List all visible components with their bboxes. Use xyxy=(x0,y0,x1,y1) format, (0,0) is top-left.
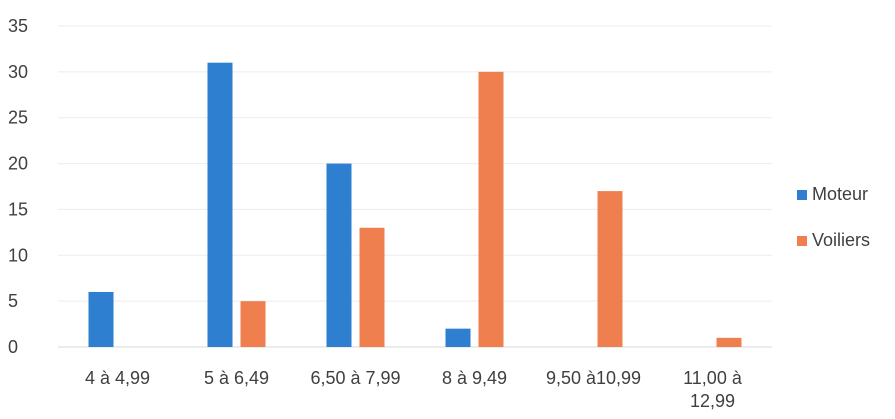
y-tick-label: 30 xyxy=(8,62,28,82)
bar-voiliers-5 xyxy=(716,337,742,347)
legend-label-voiliers: Voiliers xyxy=(812,230,870,250)
bars xyxy=(88,62,742,347)
y-tick-label: 15 xyxy=(8,199,28,219)
bar-voiliers-2 xyxy=(359,227,385,347)
x-tick-label: 4 à 4,99 xyxy=(85,368,150,388)
legend-swatch-moteur xyxy=(797,190,807,200)
bar-voiliers-1 xyxy=(240,301,266,347)
x-tick-label: 6,50 à 7,99 xyxy=(310,368,400,388)
x-tick-label: 9,50 à10,99 xyxy=(546,368,641,388)
legend-label-moteur: Moteur xyxy=(812,184,868,204)
y-tick-label: 10 xyxy=(8,245,28,265)
x-tick-label: 5 à 6,49 xyxy=(204,368,269,388)
x-tick-label: 11,00 à xyxy=(683,368,743,388)
y-axis-tick-labels: 0 5 10 15 20 25 30 35 xyxy=(8,16,28,357)
x-tick-label: 8 à 9,49 xyxy=(442,368,507,388)
y-tick-label: 5 xyxy=(8,291,18,311)
bar-voiliers-4 xyxy=(597,191,623,347)
bar-moteur-0 xyxy=(88,291,114,347)
bar-voiliers-3 xyxy=(478,71,504,347)
y-tick-label: 0 xyxy=(8,337,18,357)
legend-swatch-voiliers xyxy=(797,236,807,246)
x-axis-tick-labels: 4 à 4,99 5 à 6,49 6,50 à 7,99 8 à 9,49 9,50 … xyxy=(85,368,743,411)
bar-moteur-2 xyxy=(326,163,352,347)
y-tick-label: 20 xyxy=(8,154,28,174)
y-tick-label: 25 xyxy=(8,108,28,128)
legend: Moteur Voiliers xyxy=(797,184,870,250)
x-tick-label: 12,99 xyxy=(690,391,735,411)
bar-moteur-3 xyxy=(445,328,471,347)
bar-moteur-1 xyxy=(207,62,233,347)
gridlines xyxy=(58,25,772,348)
y-tick-label: 35 xyxy=(8,16,28,36)
